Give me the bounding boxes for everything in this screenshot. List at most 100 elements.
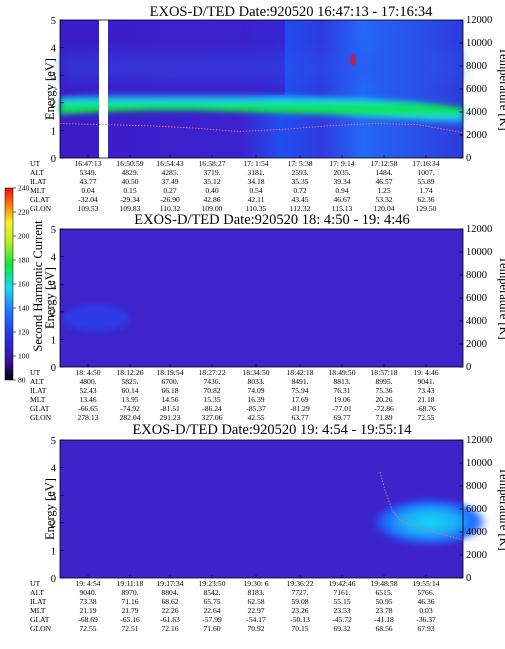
table-cell: 42.11 [248,195,265,204]
table-cell: 71.16 [121,597,138,606]
table-cell: 0.15 [123,186,136,195]
table-cell: 19:23:50 [198,579,225,588]
table-row-label: UT [30,579,40,588]
table-cell: 16.39 [247,395,264,404]
left-tick-label: 0 [51,363,56,374]
table-cell: 23.26 [291,606,308,615]
table-cell: 19:55:14 [412,579,439,588]
table-cell: 23.78 [375,606,392,615]
table-cell: 22.97 [247,606,264,615]
right-tick-label: 2000 [466,339,487,350]
panel2-ephemeris-table: UT 18: 4:50 18:12:26 18:19:54 18:27:22 18:34:… [30,368,439,422]
table-cell: 18:57:18 [370,368,397,377]
table-cell: 19:11:18 [117,579,144,588]
right-tick-label: 10000 [466,38,492,49]
left-tick-label: 0 [51,574,56,585]
right-tick-label: 10000 [466,247,492,258]
right-tick-label: 4000 [466,527,487,538]
right-tick-label: 6000 [466,293,487,304]
table-cell: 8542. [203,588,220,597]
table-cell: -65.16 [120,615,140,624]
table-cell: 4800. [79,377,96,386]
table-cell: 6700. [161,377,178,386]
table-cell: 18: 4:50 [75,368,100,377]
table-cell: 43.45 [291,195,308,204]
table-cell: 75.36 [375,386,392,395]
table-cell: 109.53 [78,204,99,213]
table-cell: 18:42:18 [286,368,313,377]
table-cell: 18:19:54 [156,368,183,377]
table-cell: 63.77 [291,413,308,422]
table-cell: 1484. [375,168,392,177]
y-axis-label-right: Temperature [K] [497,256,505,339]
table-cell: 3719. [203,168,220,177]
table-cell: 2593. [291,168,308,177]
table-cell: 21.19 [79,606,96,615]
table-cell: 0.27 [163,186,176,195]
table-cell: 20.26 [375,395,392,404]
colorbar-tick-label: 240 [18,184,30,193]
table-cell: 5825. [121,377,138,386]
left-tick-label: 4 [51,464,57,475]
table-cell: 4285. [161,168,178,177]
table-cell: 72.55 [417,413,434,422]
right-tick-label: 4000 [466,316,487,327]
table-cell: 7727. [291,588,308,597]
table-cell: 18:49:50 [328,368,355,377]
left-tick-label: 1 [51,546,56,557]
table-cell: 129.50 [416,204,437,213]
table-cell: 17:12:58 [370,159,397,168]
table-cell: 17.69 [291,395,308,404]
table-cell: 16:58:27 [198,159,225,168]
table-cell: 71.60 [203,624,220,633]
table-cell: -29.34 [120,195,140,204]
table-cell: -85.37 [246,404,266,413]
panel3-ephemeris-table: UT 19: 4:54 19:11:18 19:17:34 19:23:50 19:30:… [30,579,440,633]
table-cell: 19:36:22 [286,579,313,588]
panel1-noise-spot [350,54,356,66]
table-cell: 72.51 [121,624,138,633]
left-tick-label: 1 [51,335,56,346]
right-tick-label: 0 [466,153,471,164]
table-cell: 6515. [375,588,392,597]
table-row-label: GLAT [30,404,50,413]
table-cell: 72.16 [161,624,178,633]
table-cell: 52.43 [79,386,96,395]
table-cell: 53.32 [375,195,392,204]
colorbar-tick-label: 80 [18,376,26,385]
table-cell: 40.50 [121,177,138,186]
table-cell: -72.86 [374,404,394,413]
right-tick-label: 0 [466,573,471,584]
table-cell: 39.34 [333,177,350,186]
table-cell: -61.63 [160,615,180,624]
left-tick-label: 4 [51,253,57,264]
colorbar: 80100120140160180200220240 Second Harmon… [5,184,45,385]
colorbar-tick-label: 220 [18,208,30,217]
table-cell: -32.04 [78,195,98,204]
table-cell: 67.93 [417,624,434,633]
table-cell: 62.58 [247,597,264,606]
table-cell: 68.62 [161,597,178,606]
table-cell: 17: 5:38 [287,159,312,168]
table-cell: 0.72 [293,186,306,195]
table-row-label: ILAT [30,386,47,395]
table-cell: 60.14 [121,386,138,395]
y-axis-label: Energy [eV] [43,478,57,540]
table-cell: 46.67 [333,195,350,204]
table-cell: 69.32 [333,624,350,633]
table-cell: 46.36 [417,597,434,606]
table-cell: 70.15 [291,624,308,633]
left-tick-label: 5 [51,225,56,236]
panel1-title: EXOS-D/TED Date:920520 16:47:13 - 17:16:… [150,4,433,20]
table-cell: -26.90 [160,195,180,204]
left-tick-label: 5 [51,436,56,447]
right-tick-label: 8000 [466,61,487,72]
table-cell: 21.18 [417,395,434,404]
table-cell: 35.35 [291,177,308,186]
table-row-label: GLAT [30,615,50,624]
panel1-ephemeris-table: UT 16:47:13 16:50:59 16:54:43 16:58:27 17: 1:… [30,159,440,213]
table-cell: 19:48:58 [370,579,397,588]
table-cell: 0.54 [249,186,262,195]
table-cell: 19: 4:46 [413,368,438,377]
